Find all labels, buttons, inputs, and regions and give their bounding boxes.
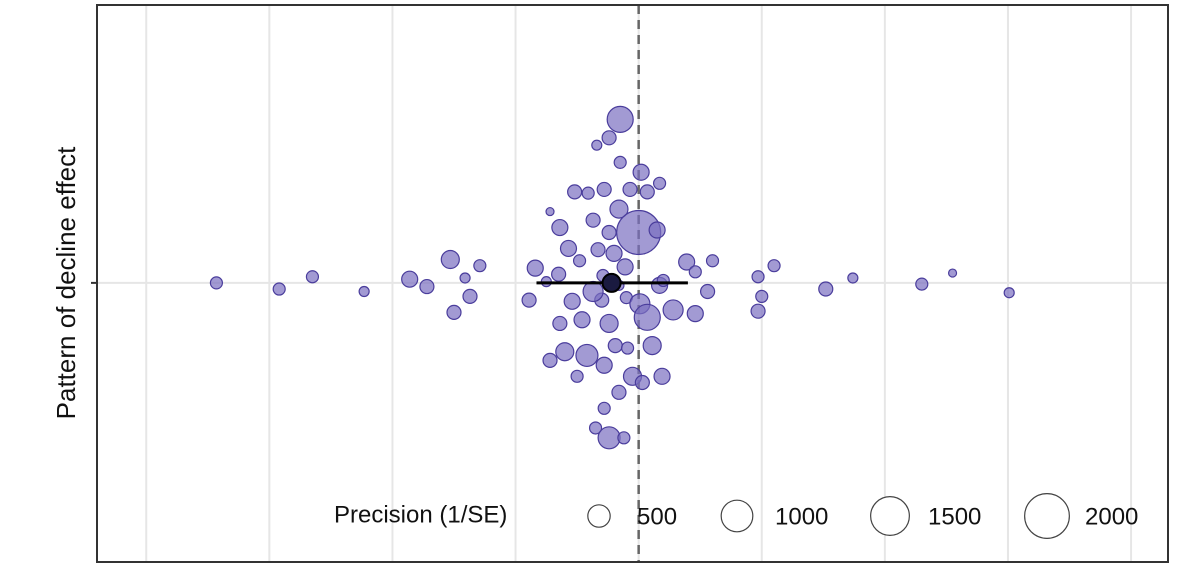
data-point: [581, 186, 595, 200]
data-point: [750, 303, 766, 319]
data-point: [656, 273, 670, 288]
legend-key: [587, 504, 611, 528]
data-point: [521, 292, 537, 308]
data-point: [462, 288, 478, 305]
data-point: [459, 272, 471, 284]
data-point: [419, 278, 435, 295]
data-point: [751, 270, 765, 284]
data-point: [611, 384, 627, 400]
data-point: [559, 239, 578, 258]
data-point: [688, 265, 702, 279]
data-point: [542, 352, 558, 368]
data-point: [573, 311, 591, 329]
data-point: [572, 254, 587, 268]
data-point: [590, 242, 606, 258]
data-point: [617, 431, 631, 445]
data-point: [705, 254, 720, 268]
data-point: [401, 270, 419, 288]
plot-border: [96, 4, 1169, 563]
data-point: [632, 163, 650, 181]
data-point: [653, 367, 671, 385]
data-point: [767, 259, 781, 273]
data-point: [591, 139, 603, 151]
y-axis-label: Pattern of decline effect: [51, 146, 81, 419]
data-point: [209, 276, 224, 290]
data-point: [599, 313, 619, 334]
data-point: [620, 341, 635, 355]
legend-label: 1500: [928, 503, 981, 530]
data-point: [446, 304, 462, 320]
data-point: [358, 285, 370, 298]
data-point: [699, 283, 716, 300]
data-point: [473, 259, 487, 273]
legend-key: [720, 499, 754, 533]
data-point: [915, 277, 929, 291]
data-point: [606, 105, 634, 133]
data-point: [570, 369, 584, 383]
data-point: [601, 224, 617, 241]
legend-title: Precision (1/SE): [334, 501, 507, 528]
legend-label: 1000: [775, 503, 828, 530]
data-point: [639, 184, 655, 200]
data-point: [601, 130, 617, 146]
data-point: [947, 268, 958, 278]
data-point: [567, 184, 583, 200]
data-point: [552, 315, 568, 332]
data-point: [607, 337, 623, 354]
legend-key: [1024, 493, 1070, 539]
data-point: [597, 401, 611, 415]
legend-key: [870, 496, 910, 536]
data-point: [634, 374, 650, 391]
data-point: [575, 343, 599, 368]
data-point: [588, 421, 603, 435]
data-point: [440, 249, 460, 270]
data-point: [678, 253, 696, 271]
data-point: [272, 282, 286, 296]
data-point: [686, 305, 704, 323]
data-point: [755, 289, 769, 304]
data-point: [582, 280, 604, 303]
data-point: [551, 266, 567, 282]
data-point: [1003, 287, 1015, 299]
data-point: [563, 292, 581, 310]
data-point: [622, 181, 638, 198]
data-point: [596, 181, 612, 198]
data-point: [642, 335, 662, 356]
data-point: [597, 426, 621, 450]
legend-label: 2000: [1085, 503, 1138, 530]
data-point: [633, 303, 661, 331]
legend-label: 500: [637, 503, 677, 530]
data-point: [605, 244, 623, 262]
data-point: [648, 221, 666, 239]
data-point: [526, 259, 544, 277]
data-point: [652, 176, 667, 190]
data-point: [847, 272, 859, 284]
pooled-estimate: [601, 272, 622, 293]
data-point: [555, 342, 575, 362]
data-point: [613, 155, 627, 169]
data-point: [551, 218, 569, 237]
data-point: [616, 258, 634, 276]
data-point: [818, 281, 834, 297]
data-point: [305, 270, 320, 284]
data-point: [662, 299, 684, 321]
data-point: [609, 199, 629, 219]
data-point: [595, 356, 613, 374]
data-point: [585, 212, 601, 228]
data-point: [545, 206, 555, 217]
